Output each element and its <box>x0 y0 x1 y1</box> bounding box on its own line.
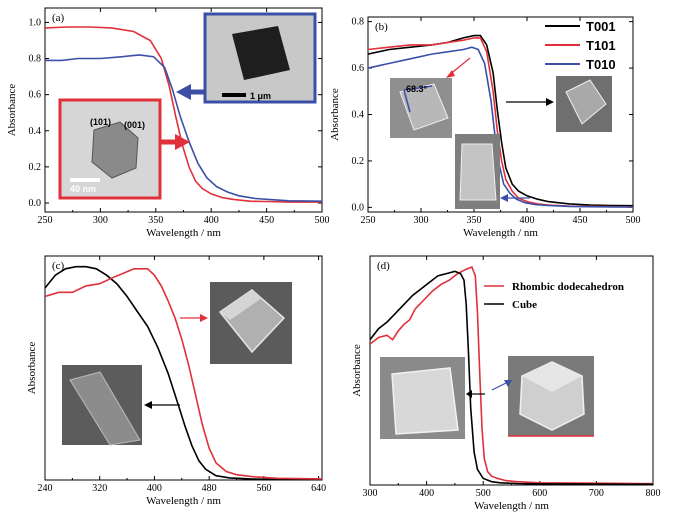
y-tick-label: 0.0 <box>352 202 365 213</box>
particle-image <box>565 79 607 125</box>
angle-label: 68.3° <box>406 84 428 94</box>
x-tick-label: 480 <box>202 483 217 494</box>
x-axis-label: Wavelength / nm <box>146 227 221 239</box>
x-axis-label: Wavelength / nm <box>474 500 549 512</box>
x-tick-label: 700 <box>589 488 604 499</box>
x-tick-label: 500 <box>476 488 491 499</box>
x-tick-label: 400 <box>147 483 162 494</box>
particle-image <box>459 143 497 201</box>
y-tick-label: 0.4 <box>29 126 42 137</box>
x-tick-label: 600 <box>532 488 547 499</box>
x-tick-label: 250 <box>38 215 53 226</box>
x-tick-label: 450 <box>259 215 274 226</box>
particle-image <box>91 121 139 179</box>
particle-image <box>69 371 141 446</box>
angle-line <box>403 89 411 113</box>
x-tick-label: 500 <box>626 215 641 226</box>
series-line-red <box>45 26 322 203</box>
particle-facet <box>522 362 582 392</box>
panel-label: (d) <box>377 260 390 272</box>
facet-label: (001) <box>124 120 145 130</box>
legend-label: Rhombic dodecahedron <box>512 281 624 293</box>
x-tick-label: 350 <box>467 215 482 226</box>
particle-image <box>232 26 290 80</box>
panel-2: 240 320 400 480 560 640 Wavelength / nm Absorba… <box>26 255 326 507</box>
facet-label: (101) <box>90 117 111 127</box>
panel-label: (a) <box>52 12 65 24</box>
x-tick-label: 300 <box>414 215 429 226</box>
y-tick-label: 0.2 <box>352 156 365 167</box>
legend-label: T010 <box>586 57 616 72</box>
blue-arrow-head <box>504 380 512 387</box>
red-arrow-head <box>175 134 190 150</box>
x-tick-label: 240 <box>38 483 53 494</box>
x-tick-label: 560 <box>256 483 271 494</box>
scale-label: 1 μm <box>250 91 271 101</box>
y-axis-label: Absorbance <box>26 342 38 395</box>
x-tick-label: 450 <box>573 215 588 226</box>
x-tick-label: 400 <box>520 215 535 226</box>
black-arrow-head <box>144 401 152 409</box>
series-line-black <box>45 265 322 480</box>
scale-label: 40 nm <box>70 184 96 194</box>
y-axis-label: Absorbance <box>351 344 363 397</box>
x-tick-label: 640 <box>311 483 326 494</box>
legend-label: Cube <box>512 299 537 311</box>
series-line-red <box>45 268 322 480</box>
panel-label: (c) <box>52 260 65 272</box>
x-tick-label: 350 <box>148 215 163 226</box>
series-line-red <box>370 265 653 485</box>
x-axis-label: Wavelength / nm <box>146 495 221 507</box>
x-tick-label: 320 <box>92 483 107 494</box>
legend-label: T001 <box>586 19 616 34</box>
angle-line <box>403 85 433 91</box>
y-tick-label: 0.4 <box>352 110 365 121</box>
x-tick-label: 400 <box>419 488 434 499</box>
y-tick-label: 0.6 <box>352 63 365 74</box>
panel-1: 250 300 350 400 450 500 0.0 0.2 0.4 0.6 0.8 Wavelen… <box>329 16 641 239</box>
plot-frame <box>44 255 323 481</box>
blue-arrow-head <box>176 84 191 100</box>
y-tick-label: 0.6 <box>29 90 42 101</box>
x-axis-label: Wavelength / nm <box>463 227 538 239</box>
blue-arrow <box>491 381 509 391</box>
black-arrow-head <box>546 98 554 106</box>
blue-arrow-head <box>500 194 508 202</box>
black-arrow-head <box>466 390 472 398</box>
red-arrow-head <box>200 314 208 322</box>
x-tick-label: 500 <box>315 215 330 226</box>
panel-3: 300 400 500 600 700 800 Wavelength / nm Absorba… <box>351 255 661 512</box>
legend-label: T101 <box>586 38 616 53</box>
series-line-blue <box>45 54 322 202</box>
y-tick-label: 0.8 <box>352 17 365 28</box>
x-tick-label: 300 <box>363 488 378 499</box>
x-tick-label: 400 <box>204 215 219 226</box>
panel-label: (b) <box>375 21 388 33</box>
x-tick-label: 800 <box>646 488 661 499</box>
y-tick-label: 1.0 <box>29 17 42 28</box>
series-line-black <box>370 270 653 485</box>
x-tick-label: 250 <box>361 215 376 226</box>
y-tick-label: 0.2 <box>29 162 42 173</box>
particle-facet <box>220 290 262 320</box>
y-axis-label: Absorbance <box>329 88 341 141</box>
y-tick-label: 0.8 <box>29 54 42 65</box>
x-tick-label: 300 <box>93 215 108 226</box>
red-arrow-head <box>446 70 455 78</box>
y-axis-label: Absorbance <box>6 84 18 137</box>
particle-image <box>391 367 459 435</box>
panel-0: 250 300 350 400 450 500 0.0 0.2 0.4 0.6 0.8 1.0 Wave… <box>6 7 330 239</box>
y-tick-label: 0.0 <box>29 198 42 209</box>
